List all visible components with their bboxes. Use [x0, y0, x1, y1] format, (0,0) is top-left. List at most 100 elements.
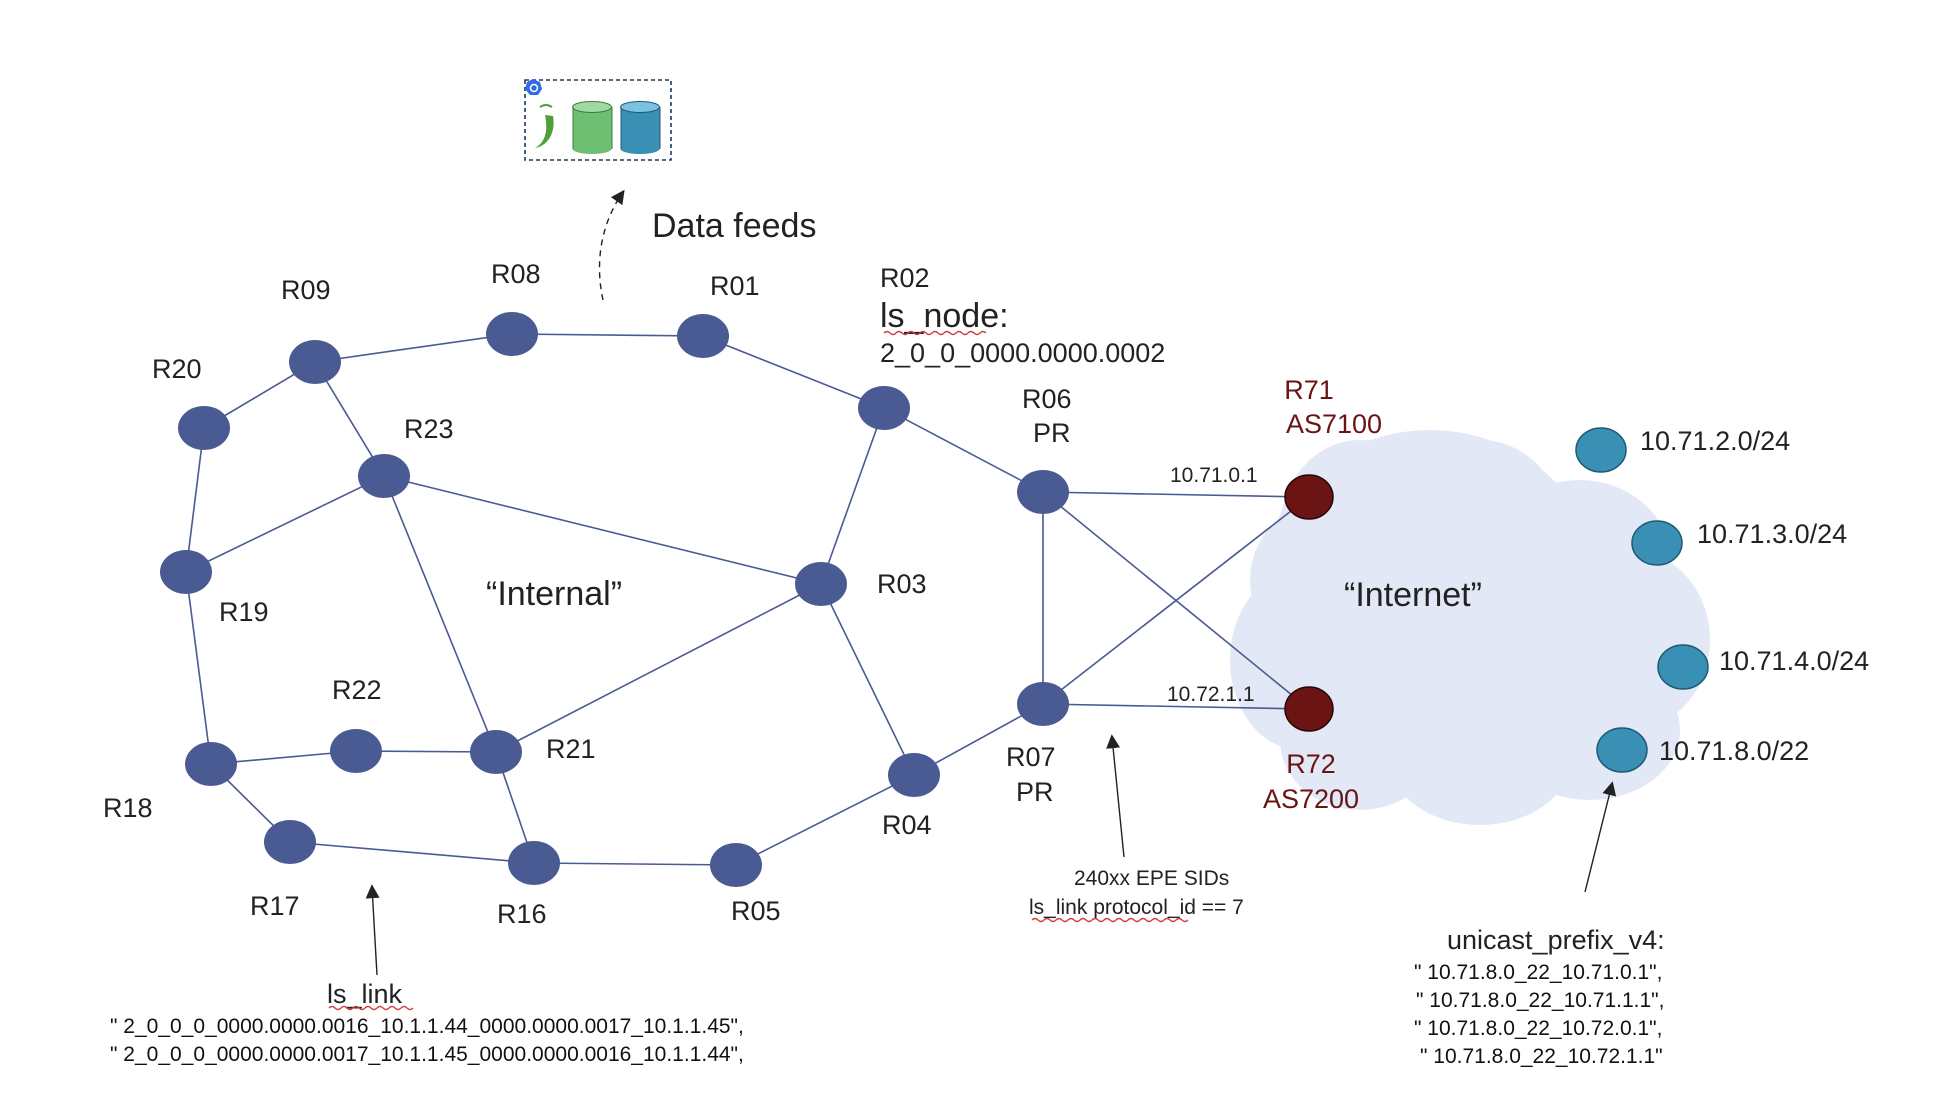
links [185, 333, 1310, 866]
unicast-entry-1: " 10.71.8.0_22_10.71.0.1", [1414, 961, 1662, 984]
link-r01-r02 [702, 335, 885, 409]
link-r05-r04 [735, 774, 915, 866]
ls-node-value: 2_0_0_0000.0000.0002 [880, 338, 1165, 368]
router-r06[interactable] [1017, 470, 1069, 514]
link-r03-r21 [495, 583, 822, 753]
label-r22: R22 [332, 675, 382, 705]
link-r19-r18 [185, 571, 212, 765]
epe-line1: 240xx EPE SIDs [1074, 867, 1229, 890]
router-r17[interactable] [264, 820, 316, 864]
label-r23: R23 [404, 414, 454, 444]
link-r17-r16 [289, 841, 535, 864]
label-r71-as: AS7100 [1286, 409, 1382, 439]
unicast-entry-2: " 10.71.8.0_22_10.71.1.1", [1416, 989, 1664, 1012]
router-r23[interactable] [358, 454, 410, 498]
link-r20-r19 [185, 427, 205, 573]
label-r71: R71 [1284, 375, 1334, 405]
link-r23-r03 [383, 475, 822, 585]
link-r23-r19 [185, 475, 385, 573]
router-r19[interactable] [160, 550, 212, 594]
ls-node-title: ls_node: [880, 297, 1009, 335]
label-r02: R02 [880, 263, 930, 293]
router-r08[interactable] [486, 312, 538, 356]
prefix-node-1[interactable] [1575, 427, 1627, 473]
router-r05[interactable] [710, 843, 762, 887]
router-r09[interactable] [289, 340, 341, 384]
unicast-title: unicast_prefix_v4: [1447, 925, 1665, 955]
epe-line2: ls_link protocol_id == 7 [1029, 896, 1244, 919]
link-r02-r03 [820, 407, 885, 585]
ls-link-arrow [365, 884, 380, 976]
internet-cloud [1230, 430, 1710, 825]
router-r07[interactable] [1017, 682, 1069, 726]
router-r01[interactable] [677, 314, 729, 358]
router-r04[interactable] [888, 753, 940, 797]
label-r72: R72 [1286, 749, 1336, 779]
label-r18: R18 [103, 793, 153, 823]
spellcheck-underline [328, 1005, 414, 1011]
green-database-icon [572, 101, 613, 154]
blue-database-icon [620, 101, 661, 154]
ls-link-line2: " 2_0_0_0_0000.0000.0017_10.1.1.45_0000.… [110, 1043, 744, 1066]
link-r07-r71 [1042, 496, 1310, 705]
label-r08: R08 [491, 259, 541, 289]
router-r22[interactable] [330, 729, 382, 773]
ls-node-annotation: ls_node: 2_0_0_0000.0000.0002 [880, 297, 1165, 368]
label-r21: R21 [546, 734, 596, 764]
label-r17: R17 [250, 891, 300, 921]
spellcheck-underline [1031, 917, 1189, 923]
prefix-node-2[interactable] [1631, 520, 1683, 566]
router-r03[interactable] [795, 562, 847, 606]
ls-link-title: ls_link [327, 979, 403, 1009]
data-feeds-arrow [598, 189, 625, 301]
kubernetes-icon [525, 79, 542, 95]
prefix-label-1: 10.71.2.0/24 [1640, 426, 1790, 456]
router-r02[interactable] [858, 386, 910, 430]
router-r16[interactable] [508, 841, 560, 885]
link-r06-r71 [1042, 491, 1310, 498]
link-r08-r01 [511, 333, 704, 337]
label-r03: R03 [877, 569, 927, 599]
label-r72-ip: 10.72.1.1 [1167, 683, 1255, 706]
link-r07-r72 [1042, 703, 1310, 710]
data-feeds-box[interactable] [524, 79, 672, 161]
label-r07: R07 [1006, 742, 1056, 772]
link-r03-r04 [820, 583, 915, 776]
link-r23-r21 [383, 475, 497, 753]
spellcheck-underline [883, 330, 987, 336]
label-r06: R06 [1022, 384, 1072, 414]
chili-pepper-icon [535, 104, 554, 148]
label-r04: R04 [882, 810, 932, 840]
link-r16-r05 [533, 862, 737, 866]
ls-link-line1: " 2_0_0_0_0000.0000.0016_10.1.1.44_0000.… [110, 1015, 744, 1038]
link-r09-r08 [314, 333, 513, 363]
label-r72-as: AS7200 [1263, 784, 1359, 814]
label-r09: R09 [281, 275, 331, 305]
unicast-arrow [1584, 781, 1617, 893]
label-r16: R16 [497, 899, 547, 929]
data-feeds-label: Data feeds [652, 207, 816, 245]
router-r72[interactable] [1284, 686, 1334, 732]
unicast-entry-3: " 10.71.8.0_22_10.72.0.1", [1414, 1017, 1662, 1040]
prefix-node-4[interactable] [1596, 727, 1648, 773]
label-r20: R20 [152, 354, 202, 384]
label-r06-role: PR [1033, 418, 1071, 448]
label-r71-ip: 10.71.0.1 [1170, 464, 1258, 487]
router-r21[interactable] [470, 730, 522, 774]
router-r71[interactable] [1284, 474, 1334, 520]
prefix-label-4: 10.71.8.0/22 [1659, 736, 1809, 766]
label-r05: R05 [731, 896, 781, 926]
label-r01: R01 [710, 271, 760, 301]
internet-region-label: “Internet” [1344, 576, 1482, 614]
router-labels: R08 R01 R02 R09 R20 R23 R19 R03 R06 PR R… [103, 259, 1072, 929]
internal-region-label: “Internal” [486, 575, 622, 613]
prefix-node-3[interactable] [1657, 644, 1709, 690]
epe-arrow [1106, 734, 1125, 858]
link-r02-r06 [883, 407, 1044, 493]
router-r20[interactable] [178, 406, 230, 450]
router-r18[interactable] [185, 742, 237, 786]
label-r07-role: PR [1016, 777, 1054, 807]
prefix-label-3: 10.71.4.0/24 [1719, 646, 1869, 676]
internal-routers [160, 312, 1069, 887]
